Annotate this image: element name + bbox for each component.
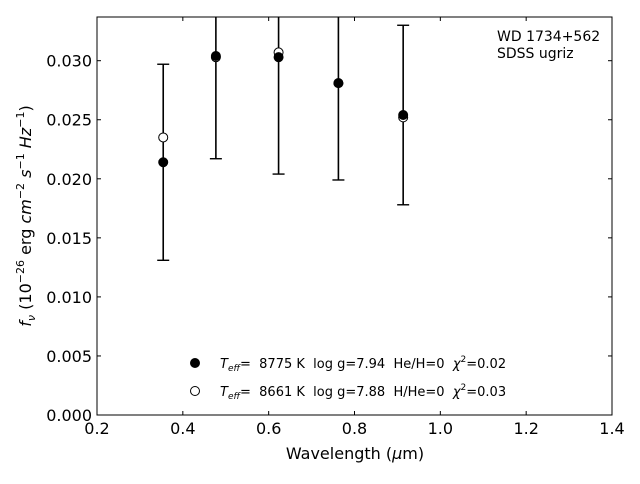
x-tick-label: 1.2 [513,419,538,438]
y-tick-label: 0.025 [46,111,92,130]
point-filled [273,52,284,63]
y-axis-label: fν (10−26 erg cm−2 s−1 Hz−1) [14,105,38,326]
x-tick-label: 0.2 [84,419,109,438]
x-tick-label: 0.8 [342,419,367,438]
y-tick-label: 0.015 [46,229,92,248]
x-tick-label: 1.4 [599,419,624,438]
legend-marker-open [190,386,200,396]
y-tick-label: 0.020 [46,170,92,189]
error-bars [157,17,410,261]
plot-frame [96,16,613,416]
point-filled [398,110,409,121]
x-tick-label: 0.4 [170,419,195,438]
legend-label-1: Teff= 8775 K log g=7.94 He/H=0 χ2=0.02 [220,355,506,374]
x-axis-label: Wavelength (μm) [286,444,424,463]
legend: Teff= 8775 K log g=7.94 He/H=0 χ2=0.02 T… [190,355,506,402]
axes: 0.2 0.4 0.6 0.8 1.0 1.2 1.4 0.000 0.005 0.010 0.01… [46,16,625,438]
x-tick-label: 0.6 [256,419,281,438]
annotation-line-2: SDSS ugriz [497,46,574,62]
legend-label-2: Teff= 8661 K log g=7.88 H/He=0 χ2=0.03 [220,383,506,402]
y-tick-label: 0.030 [46,52,92,71]
point-open [158,132,169,143]
legend-marker-filled [190,358,200,368]
y-tick-label: 0.005 [46,347,92,366]
y-tick-label: 0.010 [46,288,92,307]
y-tick-label: 0.000 [46,406,92,425]
point-filled [158,157,169,168]
annotation: WD 1734+562 SDSS ugriz [497,29,600,62]
data-markers [158,47,409,168]
point-filled [210,50,221,61]
annotation-line-1: WD 1734+562 [497,29,600,45]
point-filled [333,78,344,89]
x-tick-label: 1.0 [428,419,453,438]
